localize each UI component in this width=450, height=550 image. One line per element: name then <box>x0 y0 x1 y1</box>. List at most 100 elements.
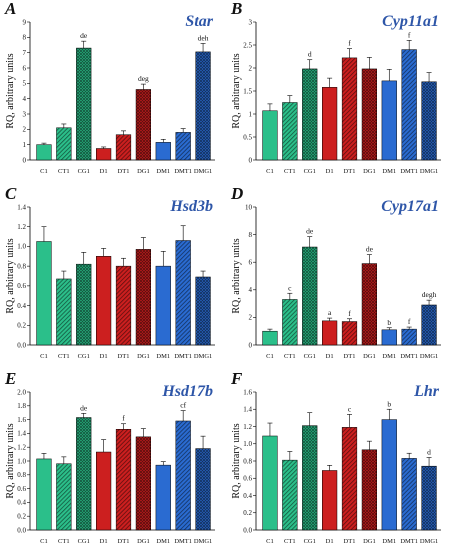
x-tick-label: DG1 <box>363 168 376 175</box>
x-tick-label: DM1 <box>156 538 170 545</box>
x-tick-label: DMT1 <box>174 353 192 360</box>
y-tick-label: 2.5 <box>243 41 252 49</box>
panel-letter: A <box>4 0 16 18</box>
x-tick-label: DT1 <box>118 538 130 545</box>
bar-d1 <box>322 470 338 531</box>
bar-c1 <box>36 144 52 161</box>
y-tick-label: 1.2 <box>243 423 252 431</box>
x-tick-label: CT1 <box>58 538 70 545</box>
x-tick-label: CG1 <box>78 168 90 175</box>
x-tick-label: CG1 <box>78 538 90 545</box>
y-tick-label: 4 <box>23 95 27 103</box>
y-tick-label: 0.0 <box>17 526 26 534</box>
significance-label: d <box>427 448 431 457</box>
x-tick-label: DMG1 <box>194 353 212 360</box>
panel-title: Hsd3b <box>169 198 213 215</box>
y-tick-label: 0.2 <box>17 322 26 330</box>
y-tick-label: 1 <box>23 141 27 149</box>
y-tick-label: 0.8 <box>243 457 252 465</box>
x-tick-label: DT1 <box>118 168 130 175</box>
panel-F: F Lhr RQ, arbitrary units 0.0 0.2 0.4 0.6 0.8 1.… <box>230 369 441 545</box>
bar-pattern-dg1 <box>362 68 377 160</box>
bar-dm1 <box>155 464 171 531</box>
bar-pattern-dt1 <box>342 57 357 160</box>
bar-pattern-dmt1 <box>175 132 191 160</box>
y-tick-label: 0 <box>249 156 253 164</box>
x-tick-label: DG1 <box>137 168 150 175</box>
y-tick-label: 1.6 <box>17 416 26 424</box>
significance-label: a <box>328 308 332 317</box>
x-tick-label: C1 <box>40 168 48 175</box>
bar-pattern-cg1 <box>76 264 92 345</box>
bar-pattern-dmt1 <box>401 49 417 160</box>
y-tick-label: 1.0 <box>17 243 26 251</box>
y-tick-label: 0.4 <box>243 492 252 500</box>
y-tick-label: 4 <box>249 286 253 294</box>
bar-pattern-dt1 <box>116 266 131 345</box>
x-tick-label: DG1 <box>363 353 376 360</box>
bar-pattern-cg1 <box>76 417 92 530</box>
x-tick-label: CG1 <box>78 353 90 360</box>
bar-pattern-dt1 <box>116 134 131 160</box>
x-tick-label: DG1 <box>137 353 150 360</box>
bar-d1 <box>96 451 112 531</box>
significance-label: de <box>80 31 88 40</box>
x-tick-label: DT1 <box>118 353 130 360</box>
panel-D: D Cyp17a1 RQ, arbitrary units 0 2 4 6 8 10 C1 c CT1… <box>230 184 441 360</box>
x-tick-label: DMG1 <box>194 168 212 175</box>
x-tick-label: DMG1 <box>420 168 438 175</box>
bar-d1 <box>96 148 112 161</box>
y-tick-label: 1.4 <box>17 430 26 438</box>
y-tick-label: 0.0 <box>243 526 252 534</box>
bar-dm1 <box>381 80 397 161</box>
x-tick-label: D1 <box>100 353 108 360</box>
y-tick-label: 9 <box>23 18 27 26</box>
bar-pattern-ct1 <box>56 278 72 345</box>
x-tick-label: DMT1 <box>174 538 192 545</box>
x-tick-label: DT1 <box>344 538 356 545</box>
bar-pattern-dt1 <box>116 429 131 530</box>
bar-pattern-dmg1 <box>421 466 437 530</box>
y-tick-label: 2 <box>249 314 253 322</box>
panel-letter: B <box>230 0 242 18</box>
x-tick-label: D1 <box>326 538 334 545</box>
y-tick-label: 7 <box>23 49 27 57</box>
bar-pattern-dmg1 <box>421 304 437 345</box>
x-tick-label: C1 <box>266 538 274 545</box>
bar-pattern-dmt1 <box>401 458 417 530</box>
panel-letter: F <box>230 369 243 388</box>
panel-title: Hsd17b <box>161 383 213 400</box>
y-tick-label: 3 <box>249 18 253 26</box>
x-tick-label: C1 <box>40 353 48 360</box>
y-tick-label: 5 <box>23 80 27 88</box>
x-tick-label: DM1 <box>156 168 170 175</box>
y-tick-label: 2 <box>23 126 27 134</box>
bar-pattern-dmg1 <box>195 448 211 530</box>
x-tick-label: C1 <box>266 168 274 175</box>
y-tick-label: 1.2 <box>17 223 26 231</box>
x-tick-label: DT1 <box>344 168 356 175</box>
significance-label: cf <box>180 401 186 410</box>
panel-letter: E <box>4 369 16 388</box>
x-tick-label: DMT1 <box>400 168 418 175</box>
bar-pattern-cg1 <box>76 48 92 160</box>
x-tick-label: DG1 <box>363 538 376 545</box>
x-tick-label: DMG1 <box>194 538 212 545</box>
bar-pattern-dmg1 <box>421 81 437 160</box>
significance-label: f <box>348 39 351 48</box>
significance-label: f <box>408 30 411 39</box>
bar-pattern-cg1 <box>302 425 318 530</box>
panel-title: Cyp11a1 <box>382 13 439 30</box>
bar-pattern-dmg1 <box>195 276 211 345</box>
bar-pattern-dg1 <box>136 436 151 530</box>
y-tick-label: 0.6 <box>243 475 252 483</box>
y-tick-label: 6 <box>23 64 27 72</box>
bar-pattern-dmt1 <box>175 420 191 530</box>
bar-dm1 <box>381 419 397 531</box>
bar-pattern-ct1 <box>282 460 298 530</box>
x-tick-label: CG1 <box>304 168 316 175</box>
x-tick-label: CT1 <box>58 168 70 175</box>
y-tick-label: 0.0 <box>17 341 26 349</box>
y-tick-label: 2.0 <box>17 388 26 396</box>
